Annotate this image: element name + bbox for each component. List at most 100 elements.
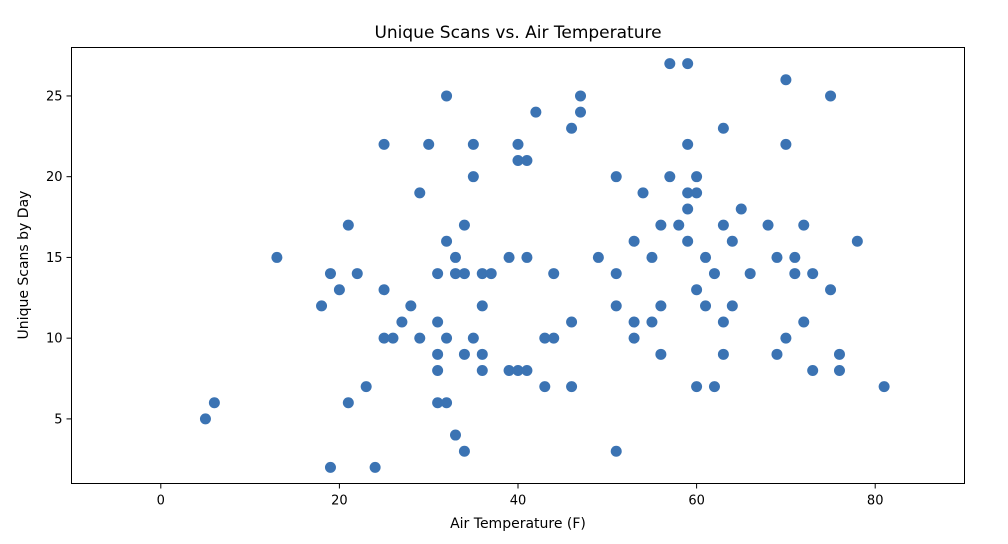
data-point [378, 284, 390, 296]
x-tick-label: 20 [331, 494, 348, 509]
data-point [458, 348, 470, 360]
data-point [378, 332, 390, 344]
data-point [771, 348, 783, 360]
data-point [539, 381, 551, 393]
data-point [628, 235, 640, 247]
data-point [351, 268, 363, 280]
data-point [503, 364, 515, 376]
data-point [655, 348, 667, 360]
data-point [521, 364, 533, 376]
data-point [646, 316, 658, 328]
data-point [833, 348, 845, 360]
data-point [467, 171, 479, 183]
y-axis-label: Unique Scans by Day [16, 191, 32, 340]
data-point [476, 268, 488, 280]
data-point [521, 251, 533, 263]
data-point [700, 251, 712, 263]
data-point [646, 251, 658, 263]
data-point [700, 300, 712, 312]
data-point [414, 332, 426, 344]
data-point [458, 445, 470, 457]
data-point [441, 235, 453, 247]
data-point [333, 284, 345, 296]
y-tick-label: 20 [46, 170, 63, 185]
data-point [342, 219, 354, 231]
data-point [423, 138, 435, 150]
data-point [780, 138, 792, 150]
data-point [851, 235, 863, 247]
x-tick-label: 80 [867, 494, 884, 509]
data-point [360, 381, 372, 393]
data-point [655, 300, 667, 312]
data-point [387, 332, 399, 344]
data-point [771, 251, 783, 263]
data-point [691, 284, 703, 296]
x-axis: 0 20 40 60 80 [157, 483, 884, 509]
data-point [512, 138, 524, 150]
data-point [467, 332, 479, 344]
data-point [449, 429, 461, 441]
data-point [414, 187, 426, 199]
data-point [324, 268, 336, 280]
data-point [432, 316, 444, 328]
data-point [441, 90, 453, 102]
data-point [324, 461, 336, 473]
y-axis: 5 10 15 20 25 [46, 89, 72, 427]
data-point [726, 300, 738, 312]
data-point [566, 316, 578, 328]
data-point [610, 171, 622, 183]
data-point [467, 138, 479, 150]
data-point [726, 235, 738, 247]
x-axis-label: Air Temperature (F) [450, 516, 586, 532]
data-point [512, 155, 524, 167]
data-point [717, 348, 729, 360]
data-point [432, 268, 444, 280]
y-tick-label: 25 [46, 89, 63, 104]
data-point [691, 187, 703, 199]
data-point [610, 300, 622, 312]
data-point [708, 268, 720, 280]
data-point [458, 219, 470, 231]
data-point [476, 300, 488, 312]
data-point [682, 235, 694, 247]
data-point [575, 106, 587, 118]
data-point [807, 364, 819, 376]
data-point [530, 106, 542, 118]
x-tick-label: 0 [157, 494, 165, 509]
data-point [342, 397, 354, 409]
data-point [566, 381, 578, 393]
data-point [682, 138, 694, 150]
data-point [789, 268, 801, 280]
data-point [432, 397, 444, 409]
data-point [744, 268, 756, 280]
data-point [405, 300, 417, 312]
data-point [592, 251, 604, 263]
data-point [735, 203, 747, 215]
data-point [610, 445, 622, 457]
data-point [485, 268, 497, 280]
data-point [316, 300, 328, 312]
data-point [789, 251, 801, 263]
data-point [503, 251, 515, 263]
data-point [476, 348, 488, 360]
data-point [575, 90, 587, 102]
x-tick-label: 40 [510, 494, 527, 509]
x-tick-label: 60 [688, 494, 705, 509]
data-point [807, 268, 819, 280]
data-point [717, 219, 729, 231]
data-point [780, 74, 792, 86]
data-point [548, 268, 560, 280]
data-point [798, 316, 810, 328]
data-point [708, 381, 720, 393]
data-point [833, 364, 845, 376]
chart-title: Unique Scans vs. Air Temperature [374, 23, 661, 43]
data-point [566, 122, 578, 134]
y-tick-label: 5 [54, 412, 62, 427]
data-point [271, 251, 283, 263]
data-point [682, 58, 694, 70]
data-point [449, 268, 461, 280]
data-point [717, 122, 729, 134]
plot-frame [71, 47, 965, 484]
y-tick-label: 15 [46, 251, 63, 266]
